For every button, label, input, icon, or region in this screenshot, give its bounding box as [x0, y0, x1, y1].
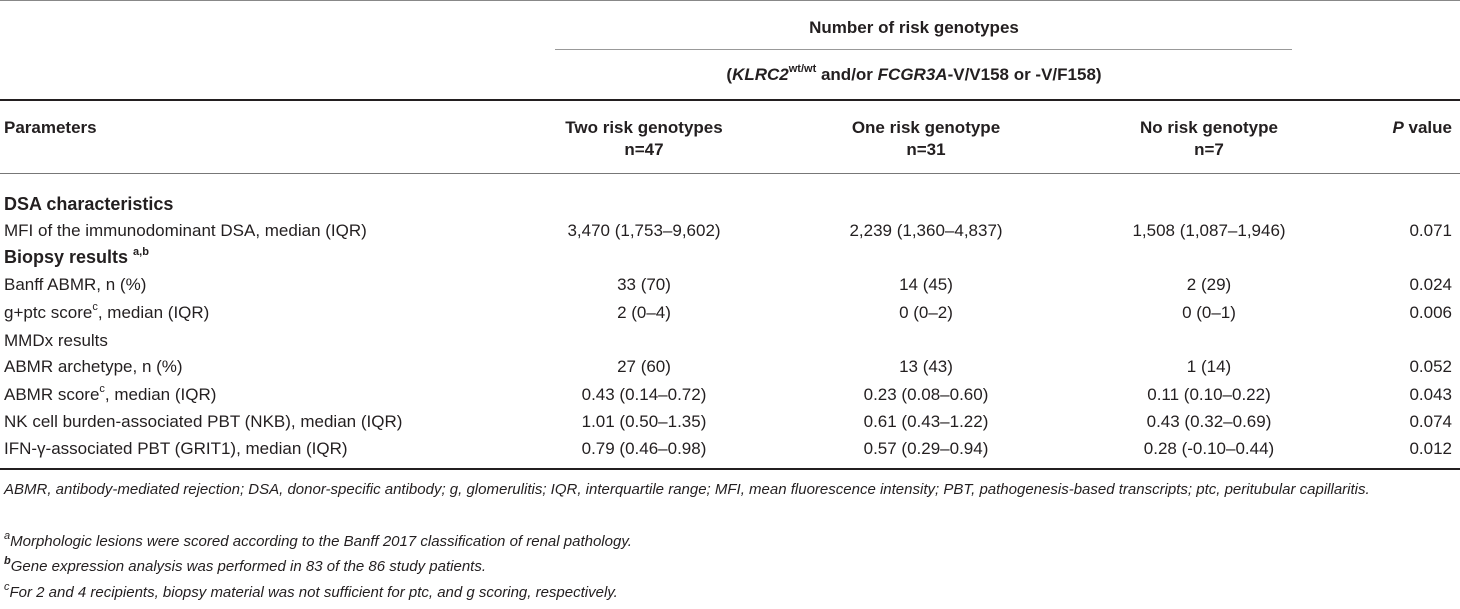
- footnote-abbreviations: ABMR, antibody-mediated rejection; DSA, …: [4, 481, 1370, 498]
- gene-fcgr3a: FCGR3A: [877, 65, 948, 84]
- footnote-b-text: Gene expression analysis was performed i…: [10, 558, 487, 575]
- row-label: NK cell burden-associated PBT (NKB), med…: [4, 412, 403, 431]
- header-rule: [0, 99, 1460, 101]
- footnote-a-mark: a: [4, 530, 11, 542]
- row-one-risk: 14 (45): [899, 275, 953, 294]
- column-header-rule: [0, 173, 1460, 174]
- gene-klrc2: KLRC2: [732, 65, 789, 84]
- col-parameters: Parameters: [4, 118, 97, 137]
- row-label: g+ptc scorec, median (IQR): [4, 301, 210, 323]
- footnote-a: aMorphologic lesions were scored accordi…: [4, 531, 1454, 553]
- group-subtitle: (KLRC2wt/wt and/or FCGR3A-V/V158 or -V/F…: [534, 63, 1294, 85]
- group-title: Number of risk genotypes: [809, 18, 1019, 37]
- col-one-risk: One risk genotype: [851, 118, 1001, 137]
- row-no-risk: 0.11 (0.10–0.22): [1147, 385, 1271, 404]
- row-two-risk: 0.43 (0.14–0.72): [581, 385, 707, 404]
- row-label: MFI of the immunodominant DSA, median (I…: [4, 221, 367, 240]
- p-letter: P: [1392, 118, 1404, 137]
- section-biopsy-sup: a,b: [133, 246, 149, 258]
- footnote-b-mark: b: [4, 555, 11, 567]
- footnote-c: cFor 2 and 4 recipients, biopsy material…: [4, 582, 1454, 604]
- footnote-c-mark: c: [4, 581, 10, 593]
- footnote-c-text: For 2 and 4 recipients, biopsy material …: [9, 584, 618, 601]
- col-p-value: P value: [1352, 118, 1452, 138]
- row-one-risk: 0.23 (0.08–0.60): [863, 385, 989, 404]
- gene-klrc2-sup: wt/wt: [788, 63, 817, 76]
- row-one-risk: 0.57 (0.29–0.94): [863, 439, 989, 458]
- row-two-risk: 1.01 (0.50–1.35): [581, 412, 707, 431]
- subtitle-tail: -V/V158 or -V/F158): [947, 65, 1102, 84]
- row-no-risk: 1 (14): [1186, 357, 1232, 376]
- row-two-risk: 27 (60): [617, 357, 671, 376]
- row-label: ABMR archetype, n (%): [4, 357, 183, 376]
- row-two-risk: 0.79 (0.46–0.98): [581, 439, 707, 458]
- row-label-sup: c: [92, 301, 98, 314]
- row-p-value: 0.052: [1409, 357, 1452, 376]
- row-p-value: 0.012: [1409, 439, 1452, 458]
- row-no-risk: 0.28 (-0.10–0.44): [1143, 439, 1275, 458]
- section-mmdx: MMDx results: [4, 331, 108, 350]
- row-p-value: 0.024: [1409, 275, 1452, 294]
- row-no-risk: 0 (0–1): [1182, 303, 1236, 322]
- row-no-risk: 2 (29): [1186, 275, 1232, 294]
- row-p-value: 0.043: [1409, 385, 1452, 404]
- row-label: Banff ABMR, n (%): [4, 275, 147, 294]
- row-p-value: 0.006: [1409, 303, 1452, 322]
- row-label-tail: , median (IQR): [97, 303, 210, 322]
- row-two-risk: 3,470 (1,753–9,602): [567, 221, 721, 240]
- section-dsa: DSA characteristics: [4, 194, 174, 214]
- row-no-risk: 0.43 (0.32–0.69): [1146, 412, 1272, 431]
- row-label-main: ABMR score: [4, 385, 100, 404]
- subtitle-mid: and/or: [816, 65, 878, 84]
- row-one-risk: 0.61 (0.43–1.22): [863, 412, 989, 431]
- row-two-risk: 2 (0–4): [617, 303, 671, 322]
- group-title-underline: [555, 49, 1292, 50]
- section-biopsy-label: Biopsy results: [4, 247, 134, 267]
- col-one-risk-n: n=31: [906, 140, 946, 159]
- col-two-risk-n: n=47: [624, 140, 664, 159]
- row-p-value: 0.071: [1409, 221, 1452, 240]
- section-biopsy: Biopsy results a,b: [4, 246, 149, 268]
- row-label: IFN-γ-associated PBT (GRIT1), median (IQ…: [4, 439, 348, 458]
- subtitle-open: (: [726, 65, 733, 84]
- row-one-risk: 2,239 (1,360–4,837): [849, 221, 1003, 240]
- p-rest: value: [1403, 118, 1452, 137]
- col-two-risk: Two risk genotypes: [565, 118, 723, 137]
- row-one-risk: 0 (0–2): [899, 303, 953, 322]
- row-one-risk: 13 (43): [899, 357, 953, 376]
- row-label-sup: c: [99, 383, 105, 396]
- bottom-rule: [0, 468, 1460, 470]
- row-no-risk: 1,508 (1,087–1,946): [1132, 221, 1286, 240]
- row-label-main: g+ptc score: [4, 303, 93, 322]
- row-p-value: 0.074: [1409, 412, 1452, 431]
- footnote-a-text: Morphologic lesions were scored accordin…: [10, 533, 632, 550]
- top-rule: [0, 0, 1460, 1]
- row-label: ABMR scorec, median (IQR): [4, 383, 217, 405]
- footnote-b: bGene expression analysis was performed …: [4, 556, 1454, 578]
- row-two-risk: 33 (70): [617, 275, 671, 294]
- col-no-risk-n: n=7: [1194, 140, 1224, 159]
- row-label-tail: , median (IQR): [104, 385, 217, 404]
- col-no-risk: No risk genotype: [1140, 118, 1278, 137]
